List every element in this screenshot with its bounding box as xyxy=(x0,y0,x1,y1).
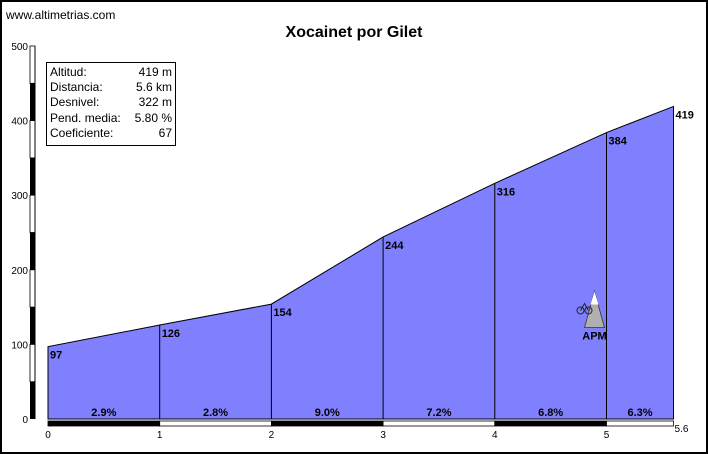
km-band-segment xyxy=(494,420,607,427)
stat-label: Desnivel: xyxy=(50,95,100,110)
x-tick-label: 3 xyxy=(380,430,386,441)
y-scale-segment-light xyxy=(29,343,36,383)
cyclist-wheel-icon xyxy=(576,306,585,315)
altitude-label: 384 xyxy=(609,136,628,148)
stat-row-altitude: Altitud: 419 m xyxy=(47,65,175,80)
altitude-label: 316 xyxy=(497,186,515,198)
stat-value: 5.6 km xyxy=(135,80,172,95)
altitude-label: 97 xyxy=(50,350,62,362)
stat-value: 5.80 % xyxy=(134,110,172,125)
stat-label: Distancia: xyxy=(50,80,103,95)
km-band-segment xyxy=(382,420,496,427)
y-tick-label: 100 xyxy=(11,340,28,351)
marker-label: APM xyxy=(582,330,606,342)
altitude-label: 126 xyxy=(162,328,180,340)
x-tick-label: 0 xyxy=(45,430,51,441)
km-band-segment xyxy=(270,420,384,427)
gradient-label: 2.9% xyxy=(91,407,116,419)
x-tick-label: 4 xyxy=(492,430,498,441)
stat-row-distance: Distancia: 5.6 km xyxy=(47,80,175,95)
y-tick-label: 500 xyxy=(11,42,28,53)
cyclist-wheel-icon xyxy=(584,306,593,315)
km-band-segment xyxy=(606,420,674,427)
y-scale-segment-dark xyxy=(30,83,35,121)
km-band-segment xyxy=(159,420,272,427)
gradient-label: 2.8% xyxy=(203,407,228,419)
stat-row-coefficient: Coeficiente: 67 xyxy=(47,126,175,141)
stat-label: Coeficiente: xyxy=(50,125,114,140)
x-tick-label: 2 xyxy=(269,430,275,441)
mountain-snow-icon xyxy=(590,291,599,305)
km-band-segment xyxy=(47,420,161,427)
y-scale-segment-light xyxy=(29,120,36,159)
y-scale-segment-dark xyxy=(30,307,35,345)
y-scale-segment-light xyxy=(29,45,36,84)
y-scale-segment-light xyxy=(29,269,36,308)
stat-value: 419 m xyxy=(138,65,172,79)
y-tick-label: 200 xyxy=(11,266,28,277)
altitude-label: 419 xyxy=(676,109,694,121)
chart-title: Xocainet por Gilet xyxy=(285,24,423,41)
x-tick-label: 5 xyxy=(604,430,610,441)
stat-label: Altitud: xyxy=(50,65,87,79)
altitude-label: 154 xyxy=(273,307,292,319)
gradient-label: 9.0% xyxy=(315,407,340,419)
gradient-label: 6.3% xyxy=(627,407,652,419)
stat-label: Pend. media: xyxy=(50,110,121,125)
stat-value: 67 xyxy=(158,125,172,140)
y-tick-label: 300 xyxy=(11,191,28,202)
x-tick-label: 1 xyxy=(157,430,163,441)
stat-row-elevation-gain: Desnivel: 322 m xyxy=(47,95,175,110)
mountain-icon xyxy=(583,289,606,328)
stat-row-avg-gradient: Pend. media: 5.80 % xyxy=(47,111,175,126)
y-scale-segment-light xyxy=(29,194,36,233)
y-scale-segment-dark xyxy=(30,381,35,419)
stats-box: Altitud: 419 m Distancia: 5.6 km Desnive… xyxy=(46,62,176,146)
x-end-label: 5.6 xyxy=(675,424,689,435)
gradient-label: 6.8% xyxy=(538,407,563,419)
profile-area xyxy=(47,105,675,420)
stat-value: 322 m xyxy=(138,95,172,110)
altitude-label: 244 xyxy=(385,240,404,252)
y-tick-label: 0 xyxy=(22,415,28,426)
y-tick-label: 400 xyxy=(11,117,28,128)
y-scale-segment-dark xyxy=(30,157,35,196)
cyclist-frame-icon xyxy=(580,302,589,311)
y-scale-segment-dark xyxy=(30,232,35,270)
gradient-label: 7.2% xyxy=(426,407,451,419)
site-url[interactable]: www.altimetrias.com xyxy=(6,8,116,22)
